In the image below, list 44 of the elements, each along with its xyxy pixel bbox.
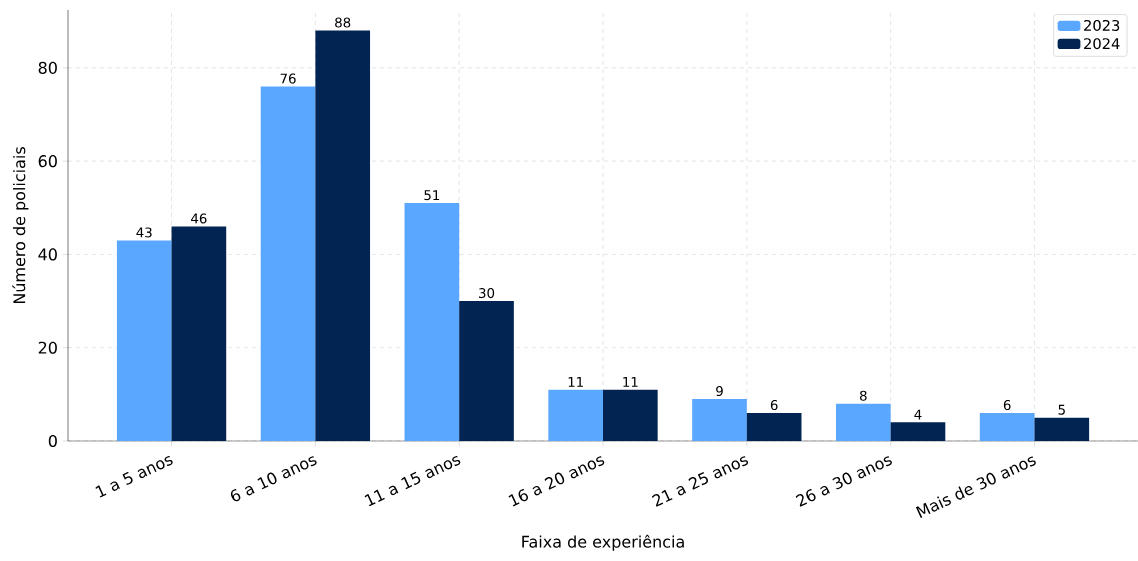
data-label: 8: [859, 390, 867, 401]
bar: [116, 240, 172, 441]
bar: [979, 413, 1035, 441]
bar: [603, 389, 658, 441]
bar: [459, 301, 514, 441]
data-label: 4: [914, 409, 922, 420]
x-tick-label: 26 a 30 anos: [795, 456, 892, 507]
bar: [260, 86, 316, 441]
y-tick-label: 0: [48, 434, 57, 448]
bar: [1034, 417, 1090, 441]
data-label: 5: [1058, 404, 1065, 415]
bar: [835, 403, 891, 441]
x-tick-label: Mais de 30 anos: [915, 456, 1036, 518]
legend-label: 2023: [1084, 19, 1120, 31]
data-label: 43: [136, 227, 152, 238]
x-tick-label: 16 a 20 anos: [508, 456, 605, 507]
bar: [315, 30, 371, 441]
data-label: 6: [770, 399, 778, 411]
x-tick-label: 6 a 10 anos: [230, 456, 317, 502]
y-tick-label: 20: [38, 341, 57, 354]
data-label: 76: [280, 73, 296, 84]
x-tick-label: 11 a 15 anos: [364, 456, 461, 507]
data-label: 6: [1003, 399, 1011, 411]
x-tick-label: 21 a 25 anos: [651, 456, 749, 507]
y-tick-label: 80: [38, 61, 57, 74]
y-axis-title: Número de policiais: [12, 147, 29, 304]
bar: [404, 203, 460, 441]
x-axis-title: Faixa de experiência: [522, 534, 684, 551]
legend-label: 2024: [1084, 38, 1120, 50]
bar: [548, 389, 604, 441]
data-label: 46: [191, 213, 207, 224]
y-tick-label: 60: [38, 155, 57, 168]
data-label: 51: [424, 190, 440, 201]
data-label: 88: [335, 17, 351, 28]
bar: [890, 422, 946, 441]
bar: [692, 399, 747, 441]
y-tick-label: 40: [38, 248, 57, 261]
data-label: 30: [479, 288, 495, 299]
x-tick-label: 1 a 5 anos: [95, 456, 173, 498]
data-label: 9: [716, 385, 723, 397]
bar: [746, 413, 802, 441]
bar: [171, 226, 227, 441]
data-label: 11: [568, 377, 583, 387]
data-label: 11: [623, 377, 638, 387]
